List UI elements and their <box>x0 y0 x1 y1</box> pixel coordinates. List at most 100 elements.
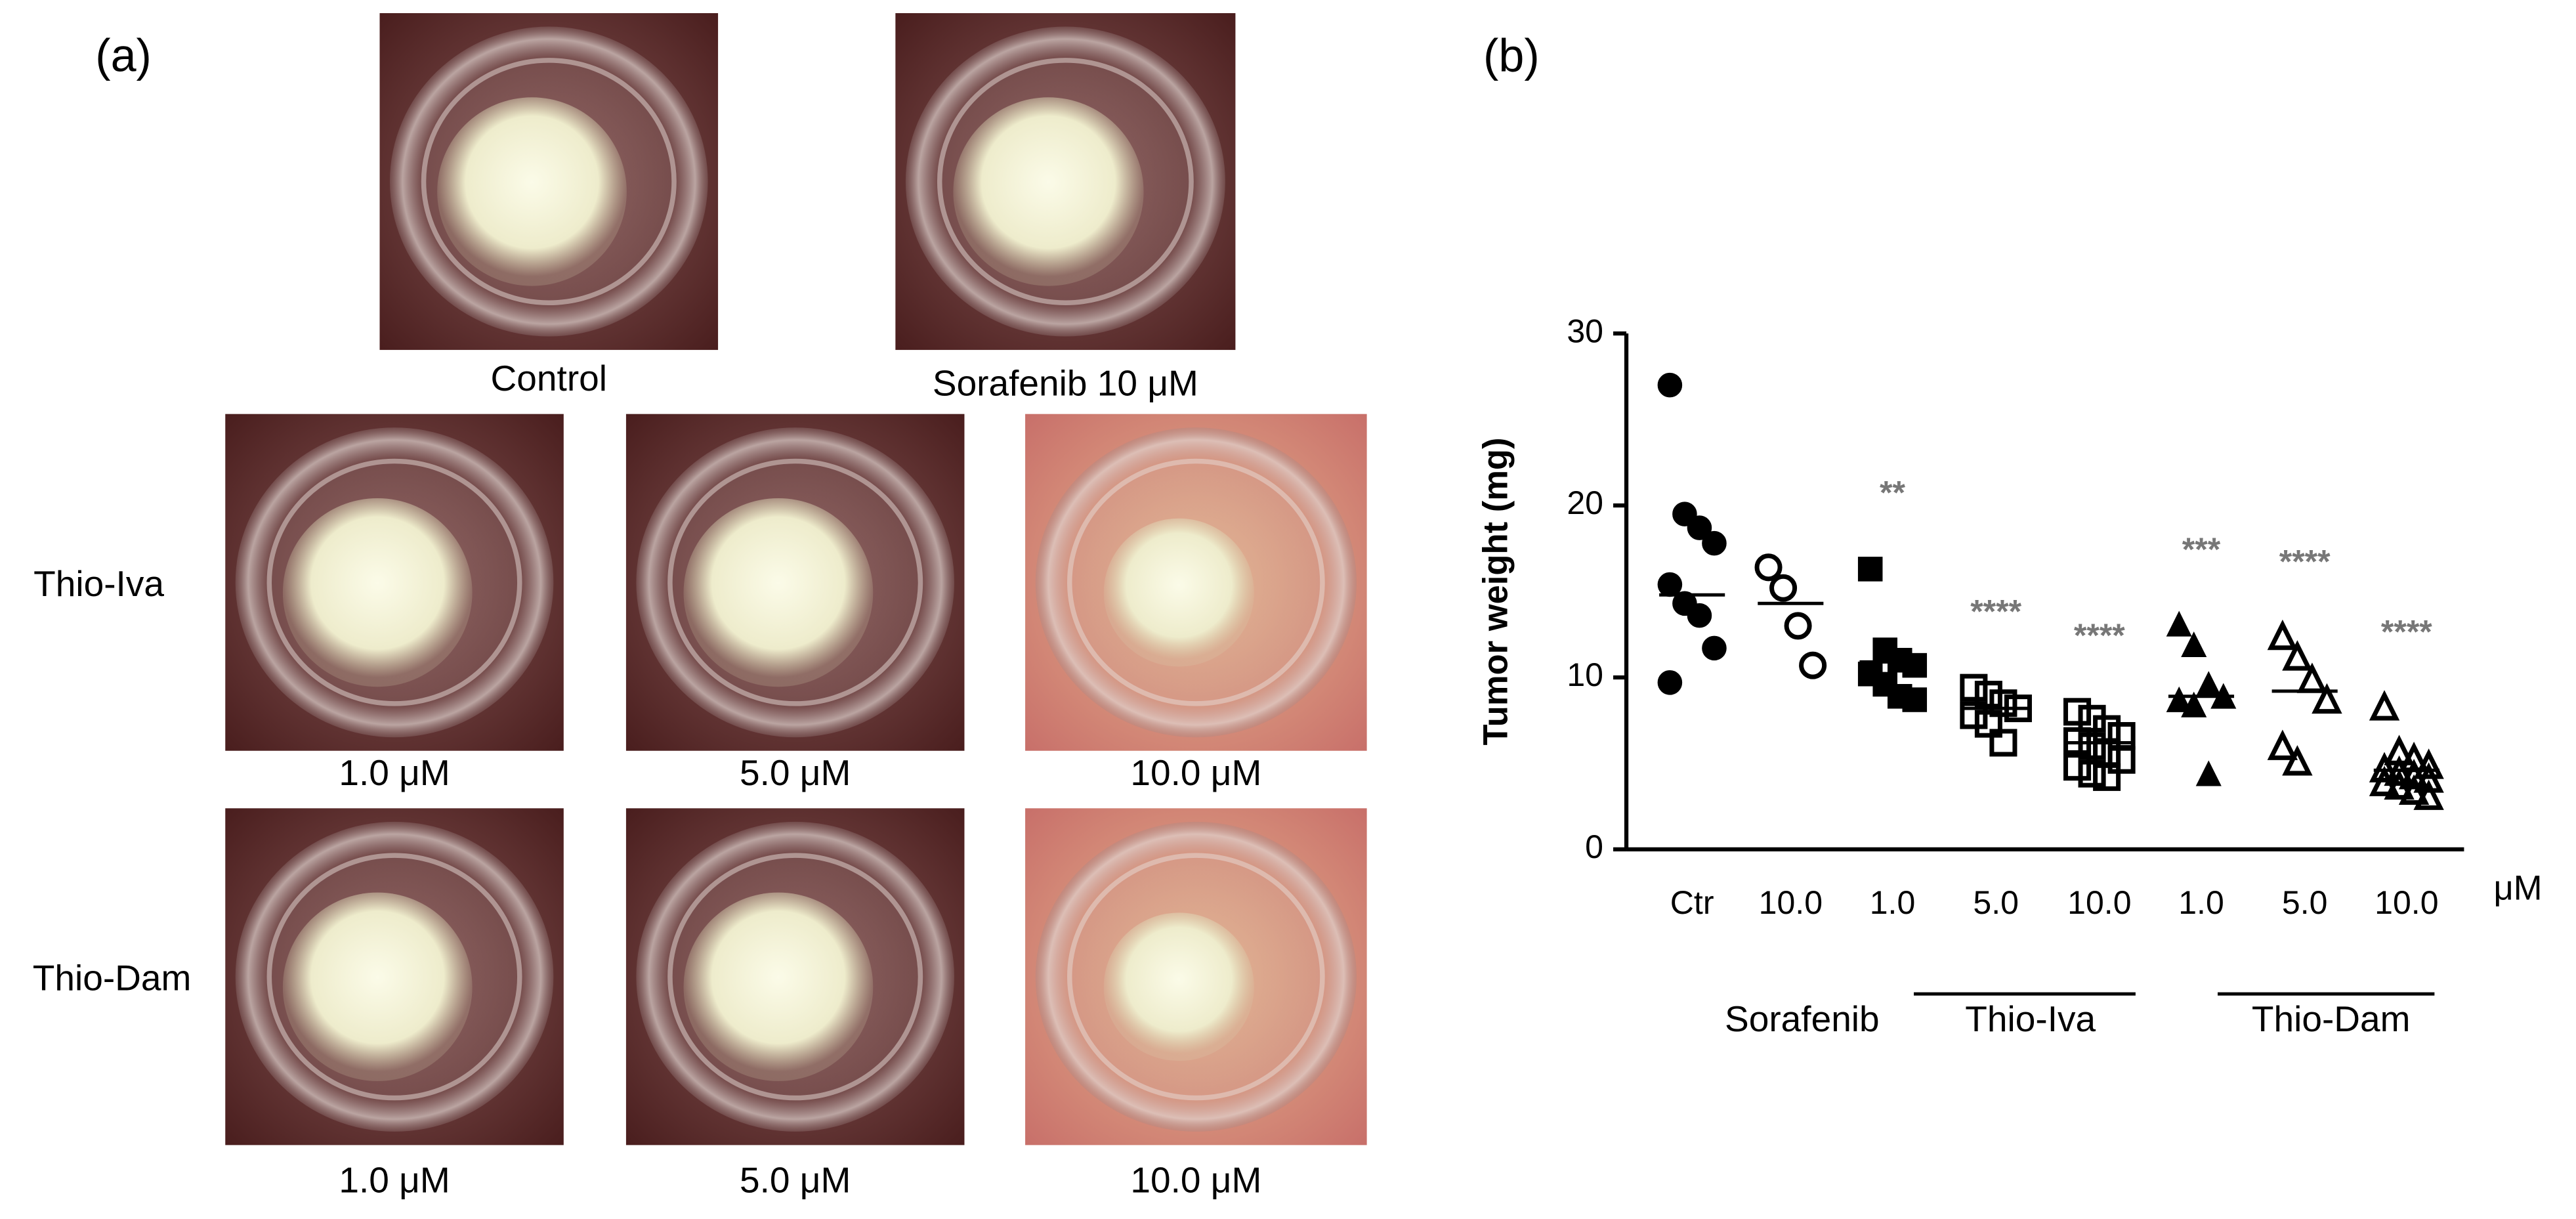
data-point <box>1657 670 1683 695</box>
data-point <box>2181 691 2207 717</box>
data-point <box>1702 635 1727 661</box>
x-tick-label: 5.0 <box>2282 884 2328 921</box>
photo-ring <box>266 458 522 706</box>
photo-caption: 10.0 μM <box>1130 1159 1261 1200</box>
data-point <box>1687 515 1712 540</box>
group-label: Thio-Iva <box>1965 998 2096 1039</box>
y-tick-label: 0 <box>1585 828 1603 865</box>
photo-caption: 5.0 μM <box>740 1159 851 1200</box>
photo-caption: 1.0 μM <box>339 752 450 793</box>
data-point <box>1754 553 1783 582</box>
x-tick-label: 10.0 <box>2067 884 2131 921</box>
data-point <box>1657 372 1683 398</box>
significance-label: ** <box>1880 475 1905 511</box>
data-point <box>2312 683 2342 714</box>
data-point <box>1687 603 1712 628</box>
photo-tumor <box>953 97 1144 286</box>
row-label: Thio-Dam <box>33 958 192 998</box>
unit-label: μM <box>2493 868 2542 907</box>
photo-ring <box>667 853 923 1101</box>
group-label: Sorafenib <box>1725 998 1880 1039</box>
significance-label: **** <box>1970 593 2021 630</box>
photo-tumor <box>437 97 627 286</box>
photo-ring <box>421 58 677 306</box>
y-tick-label: 20 <box>1567 484 1603 521</box>
photo-ring <box>1066 458 1325 706</box>
data-point <box>2369 765 2400 796</box>
data-point <box>2267 619 2298 651</box>
data-point <box>2282 745 2313 776</box>
data-point <box>2413 779 2444 810</box>
photo-tumor <box>1103 912 1254 1061</box>
panel-label: (b) <box>1483 30 1540 81</box>
photo-tumor <box>683 892 874 1081</box>
data-point <box>2267 729 2298 760</box>
data-point <box>2398 774 2430 805</box>
data-point <box>2282 640 2313 671</box>
significance-label: **** <box>2074 617 2125 654</box>
data-point <box>2369 690 2400 721</box>
photo-ring <box>667 458 923 706</box>
significance-label: **** <box>2279 543 2331 580</box>
x-tick-label: 10.0 <box>1759 884 1823 921</box>
data-point <box>1960 701 1988 729</box>
photo-caption: 5.0 μM <box>740 752 851 793</box>
x-tick-label: 1.0 <box>2178 884 2224 921</box>
photo-caption: 1.0 μM <box>339 1159 450 1200</box>
y-axis-label: Tumor weight (mg) <box>1477 437 1515 745</box>
y-tick-label: 10 <box>1567 656 1603 693</box>
data-point <box>1974 681 2002 709</box>
photo-tumor <box>282 892 473 1081</box>
data-point <box>2063 753 2092 781</box>
data-point <box>2093 763 2121 791</box>
data-point <box>2166 610 2192 637</box>
data-point <box>2107 746 2136 774</box>
data-point <box>2195 760 2222 786</box>
significance-label: **** <box>2381 614 2432 651</box>
data-point <box>2078 732 2106 760</box>
data-point <box>1902 687 1928 712</box>
photo-tumor <box>282 498 473 687</box>
photo-caption: 10.0 μM <box>1130 752 1261 793</box>
group-label: Thio-Dam <box>2252 998 2411 1039</box>
x-tick-label: 1.0 <box>1870 884 1916 921</box>
data-point <box>1784 612 1812 640</box>
data-point <box>2398 759 2430 790</box>
data-point <box>2063 698 2092 726</box>
y-tick-label: 30 <box>1567 312 1603 349</box>
data-point <box>1799 651 1827 679</box>
data-point <box>1989 729 2017 757</box>
row-label: Thio-Iva <box>33 563 164 604</box>
data-point <box>2195 671 2222 697</box>
x-tick-label: 5.0 <box>1973 884 2019 921</box>
data-point <box>2413 748 2444 779</box>
photo-tumor <box>1103 518 1254 667</box>
photo-ring <box>937 58 1194 306</box>
data-point <box>2063 727 2092 755</box>
data-point <box>2413 762 2444 793</box>
x-tick-label: 10.0 <box>2375 884 2438 921</box>
panel-label: (a) <box>95 30 152 81</box>
photo-ring <box>266 853 522 1101</box>
data-point <box>2384 755 2415 786</box>
data-point <box>2166 686 2192 712</box>
data-point <box>1769 574 1798 602</box>
data-point <box>2181 631 2207 658</box>
photo-caption: Control <box>491 358 607 398</box>
data-point <box>2296 662 2328 693</box>
photo-caption: Sorafenib 10 μM <box>933 363 1198 404</box>
photo-ring <box>1066 853 1325 1101</box>
data-point <box>1989 689 2017 717</box>
data-point <box>1960 674 1988 702</box>
data-point <box>1702 530 1727 556</box>
data-point <box>1902 652 1928 678</box>
data-point <box>2078 759 2106 788</box>
x-tick-label: Ctr <box>1670 884 1714 921</box>
data-point <box>1974 710 2002 738</box>
data-point <box>1657 572 1683 597</box>
photo-tumor <box>683 498 874 687</box>
data-point <box>1857 557 1883 582</box>
data-point <box>2384 769 2415 800</box>
significance-label: *** <box>2182 531 2221 568</box>
